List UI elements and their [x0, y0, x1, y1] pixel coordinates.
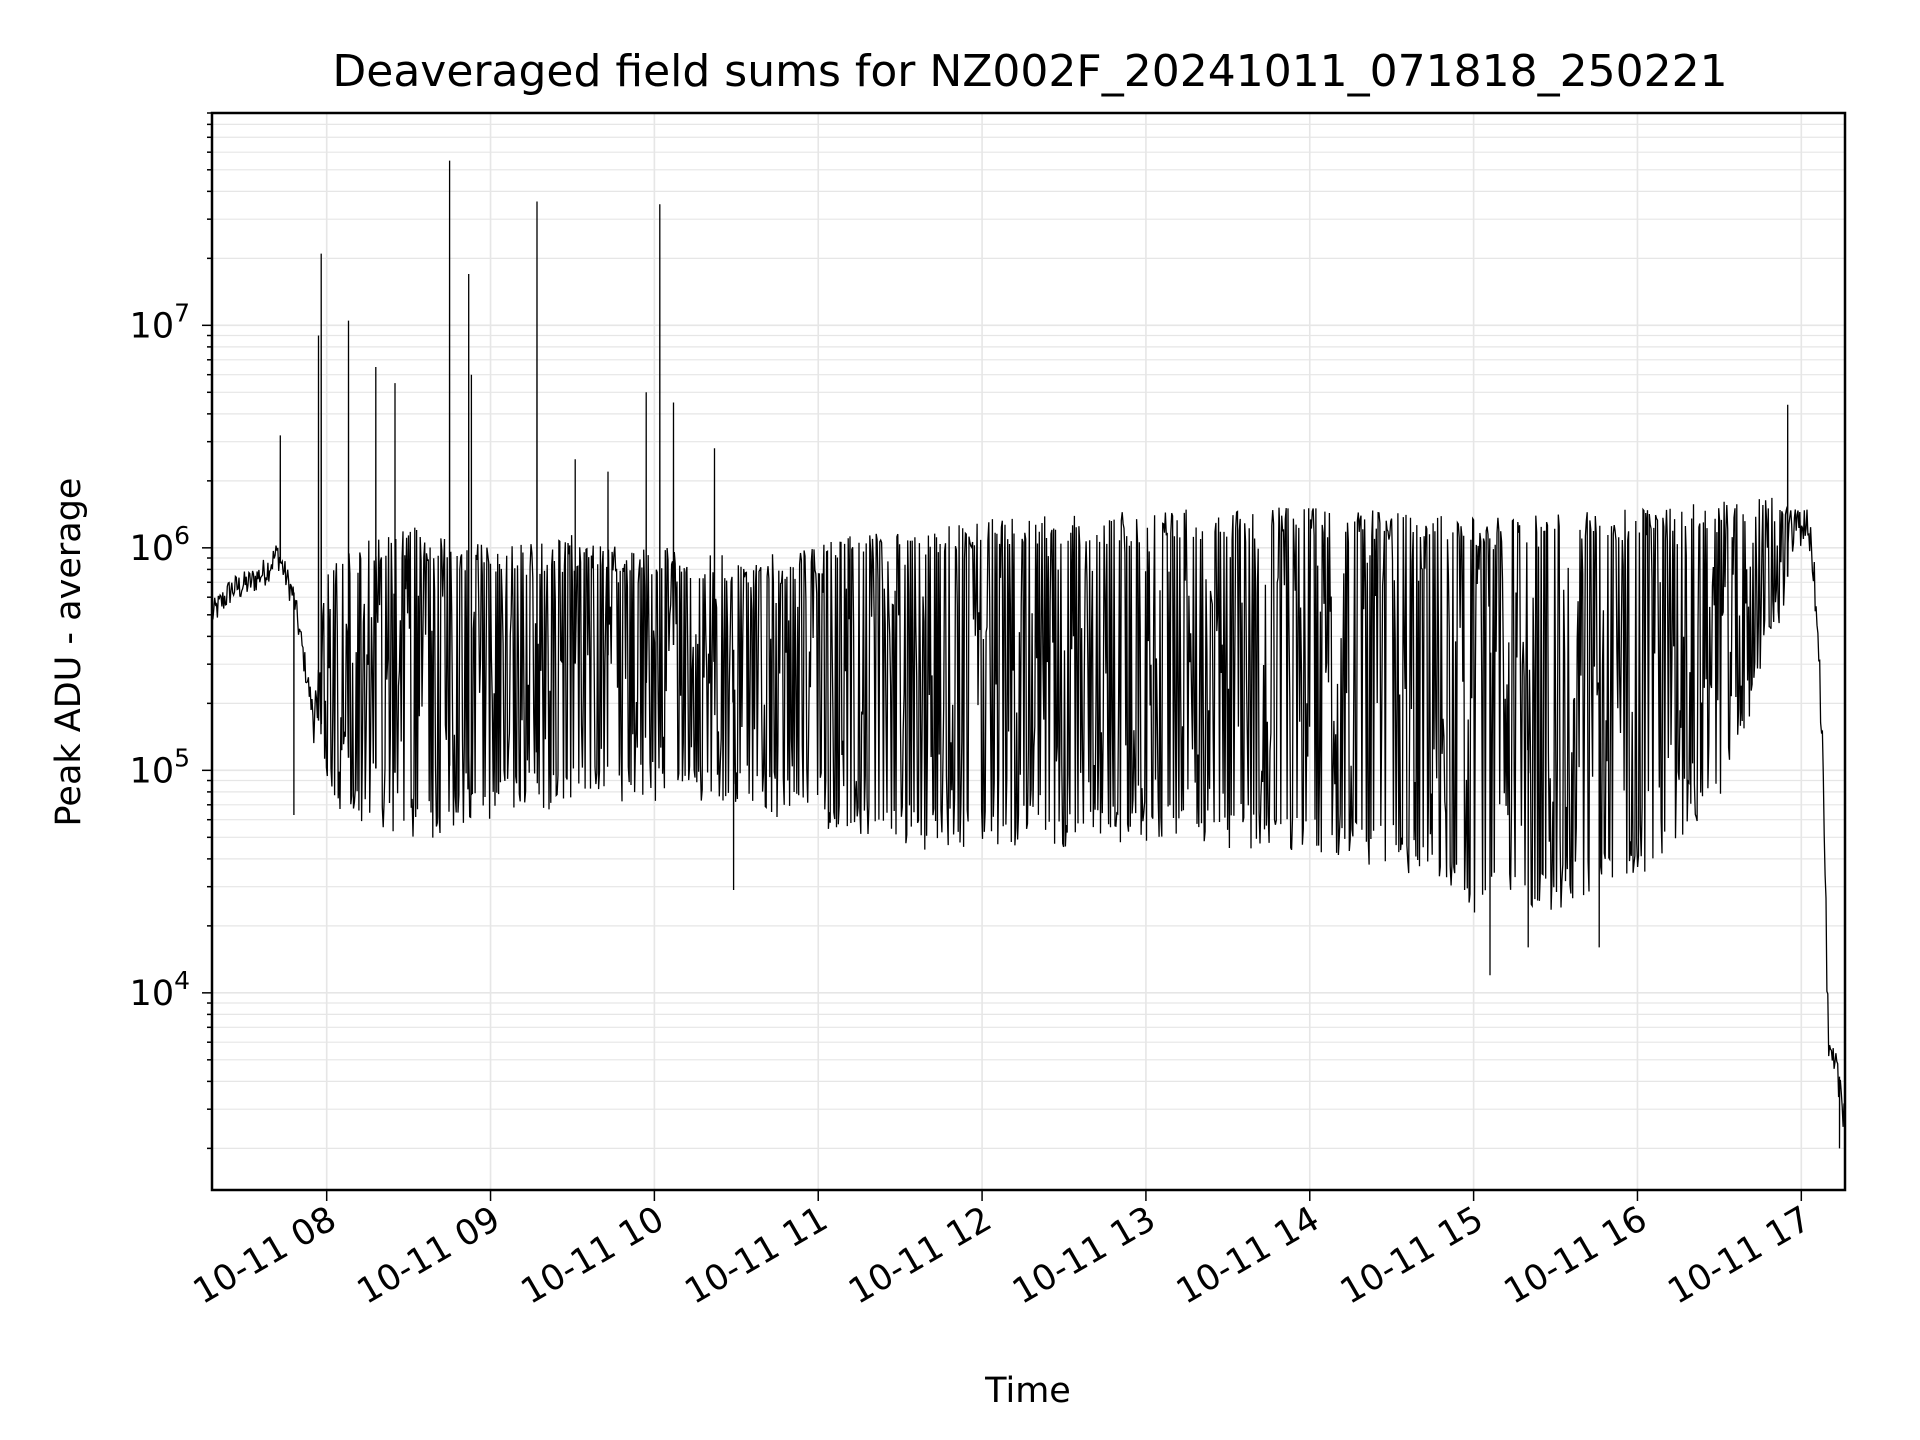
y-axis: 104 105 106 107: [130, 112, 212, 1150]
chart-title: Deaveraged field sums for NZ002F_2024101…: [332, 46, 1727, 97]
y-tick-label: 107: [130, 298, 190, 346]
y-tick-label: 104: [130, 966, 190, 1014]
y-tick-label: 106: [130, 521, 190, 569]
series-line: [212, 160, 1845, 1149]
plot-line: [212, 160, 1845, 1149]
y-axis-label: Peak ADU - average: [49, 478, 89, 827]
y-tick-label: 105: [130, 743, 190, 791]
x-axis-label: Time: [984, 1371, 1071, 1411]
plot-frame: [210, 111, 1847, 1192]
